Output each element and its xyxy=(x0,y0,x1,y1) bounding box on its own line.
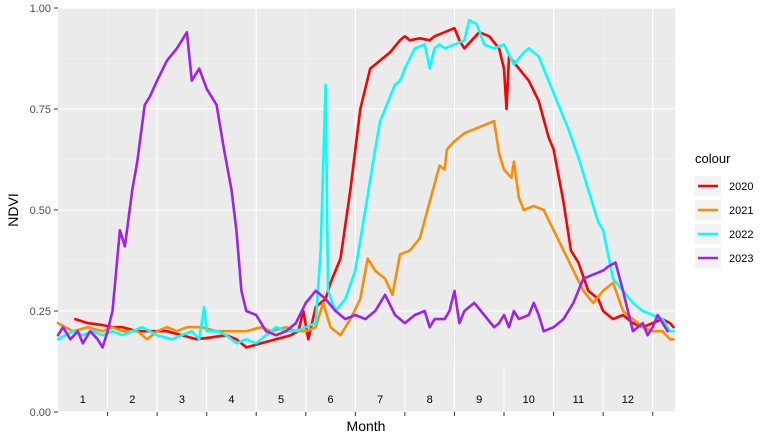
legend-label-2020: 2020 xyxy=(729,181,753,193)
month-label: 1 xyxy=(80,394,86,406)
y-tick-label: 0.50 xyxy=(30,205,51,217)
legend: colour 2020 2021 2022 2023 xyxy=(695,151,753,268)
x-axis-title: Month xyxy=(347,418,386,434)
y-tick-label: 0.25 xyxy=(30,306,51,318)
month-label: 2 xyxy=(129,394,135,406)
y-axis-title: NDVI xyxy=(5,193,21,226)
month-label: 4 xyxy=(228,394,234,406)
month-separators xyxy=(107,367,604,412)
legend-label-2023: 2023 xyxy=(729,253,753,265)
y-tick-label: 1.00 xyxy=(30,3,51,15)
month-label: 7 xyxy=(377,394,383,406)
month-label: 8 xyxy=(427,394,433,406)
month-label: 12 xyxy=(622,394,634,406)
series-line-2022 xyxy=(56,18,675,345)
month-labels: 1 2 3 4 5 6 7 8 9 10 11 12 xyxy=(80,394,634,406)
x-axis-ticks xyxy=(107,412,654,416)
legend-label-2022: 2022 xyxy=(729,229,753,241)
series-lines xyxy=(56,18,675,349)
legend-label-2021: 2021 xyxy=(729,205,753,217)
month-label: 5 xyxy=(278,394,284,406)
month-label: 3 xyxy=(179,394,185,406)
month-label: 10 xyxy=(523,394,535,406)
month-label: 6 xyxy=(328,394,334,406)
gridlines xyxy=(58,7,675,413)
y-tick-label: 0.75 xyxy=(30,104,51,116)
series-line-2021 xyxy=(56,119,675,341)
series-line-2020 xyxy=(74,26,675,349)
month-label: 11 xyxy=(573,394,584,406)
month-label: 9 xyxy=(476,394,482,406)
y-tick-label: 0.00 xyxy=(30,407,51,419)
series-line-2023 xyxy=(56,30,669,349)
y-axis: 0.00 0.25 0.50 0.75 1.00 xyxy=(30,3,58,419)
legend-title: colour xyxy=(695,151,731,166)
